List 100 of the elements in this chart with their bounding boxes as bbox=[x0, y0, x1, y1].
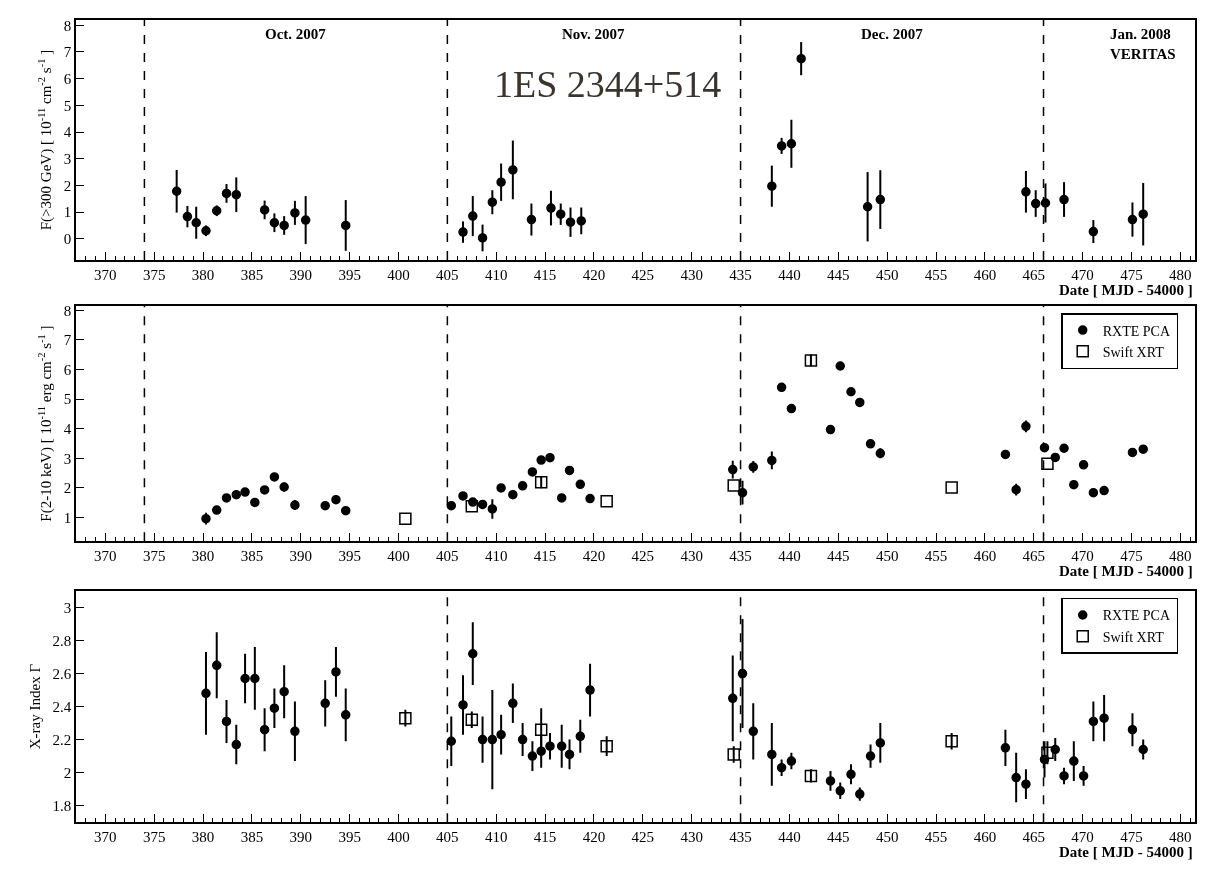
x-tick-label: 430 bbox=[680, 266, 703, 283]
x-tick-label: 410 bbox=[484, 828, 508, 845]
point bbox=[727, 748, 740, 761]
point bbox=[727, 464, 738, 475]
x-tick-label: 385 bbox=[240, 547, 264, 564]
point bbox=[446, 500, 457, 511]
point bbox=[1088, 487, 1099, 498]
point bbox=[465, 713, 479, 727]
x-tick-label: 380 bbox=[191, 547, 215, 564]
point bbox=[269, 218, 280, 228]
point bbox=[1011, 484, 1021, 495]
point bbox=[211, 660, 222, 671]
y-tick-label: 1 bbox=[63, 509, 72, 526]
point bbox=[776, 141, 787, 151]
x-tick-label: 420 bbox=[582, 547, 606, 564]
point bbox=[201, 688, 211, 699]
point bbox=[458, 491, 468, 501]
point bbox=[1078, 771, 1089, 781]
point bbox=[776, 762, 787, 773]
y-axis-title: X-ray Index Γ bbox=[27, 663, 44, 750]
point bbox=[340, 505, 351, 516]
point bbox=[191, 218, 201, 228]
point bbox=[300, 215, 311, 225]
y-tick-label: 8 bbox=[63, 17, 72, 34]
legend-label: RXTE PCA bbox=[1102, 323, 1171, 339]
point bbox=[240, 487, 250, 497]
point bbox=[585, 685, 595, 695]
x-tick-label: 480 bbox=[1169, 547, 1192, 564]
x-tick-label: 410 bbox=[484, 266, 508, 283]
x-tick-label: 395 bbox=[338, 266, 361, 283]
point bbox=[804, 354, 818, 367]
x-tick-label: 405 bbox=[436, 828, 459, 845]
point bbox=[496, 483, 506, 493]
x-tick-label: 460 bbox=[973, 828, 997, 845]
point bbox=[737, 487, 748, 498]
point bbox=[1099, 713, 1109, 723]
point bbox=[855, 397, 865, 408]
point bbox=[1021, 779, 1031, 789]
point bbox=[536, 455, 546, 465]
y-tick-label: 1 bbox=[63, 204, 72, 221]
point bbox=[545, 741, 555, 751]
legend-label: RXTE PCA bbox=[1102, 608, 1171, 624]
point bbox=[458, 227, 468, 237]
point bbox=[825, 776, 836, 786]
point bbox=[279, 220, 289, 231]
point bbox=[468, 211, 478, 221]
point bbox=[767, 181, 777, 191]
point bbox=[527, 751, 538, 761]
point bbox=[508, 698, 518, 709]
x-tick-label: 445 bbox=[827, 547, 850, 564]
x-tick-label: 470 bbox=[1071, 547, 1094, 564]
x-tick-label: 390 bbox=[289, 828, 313, 845]
point bbox=[767, 749, 777, 760]
x-tick-label: 445 bbox=[827, 266, 850, 283]
x-tick-label: 445 bbox=[827, 828, 850, 845]
point bbox=[1127, 214, 1138, 225]
x-tick-label: 395 bbox=[338, 547, 361, 564]
point bbox=[458, 700, 468, 710]
y-tick-label: 0 bbox=[63, 231, 72, 248]
point bbox=[468, 648, 478, 659]
x-tick-label: 465 bbox=[1022, 828, 1045, 845]
y-tick-label: 4 bbox=[63, 420, 72, 437]
point bbox=[1011, 772, 1021, 783]
point bbox=[786, 403, 797, 414]
x-tick-label: 370 bbox=[94, 266, 117, 283]
x-tick-label: 425 bbox=[631, 266, 655, 283]
x-tick-label: 470 bbox=[1071, 266, 1094, 283]
x-axis-title: Date [ MJD - 54000 ] bbox=[1059, 563, 1193, 579]
point bbox=[477, 499, 488, 510]
point bbox=[231, 739, 242, 750]
point bbox=[231, 489, 242, 500]
point bbox=[331, 494, 341, 505]
x-tick-label: 450 bbox=[875, 547, 899, 564]
point bbox=[279, 686, 289, 697]
point bbox=[240, 673, 250, 684]
point bbox=[259, 485, 270, 495]
x-tick-label: 435 bbox=[729, 266, 752, 283]
y-tick-label: 3 bbox=[63, 150, 72, 167]
x-tick-label: 430 bbox=[680, 828, 703, 845]
x-tick-label: 400 bbox=[387, 828, 410, 845]
y-tick-label: 2.8 bbox=[52, 632, 72, 649]
point bbox=[1099, 485, 1109, 496]
point bbox=[1138, 209, 1148, 219]
point bbox=[526, 214, 537, 225]
point bbox=[865, 751, 876, 761]
point bbox=[846, 387, 856, 397]
x-tick-label: 470 bbox=[1071, 828, 1094, 845]
point bbox=[1030, 198, 1041, 209]
point bbox=[875, 738, 886, 748]
point bbox=[835, 361, 845, 371]
point bbox=[171, 186, 182, 197]
point bbox=[727, 479, 740, 492]
x-tick-label: 440 bbox=[778, 828, 801, 845]
x-tick-label: 460 bbox=[973, 547, 997, 564]
point bbox=[221, 716, 232, 727]
point bbox=[269, 472, 280, 482]
point bbox=[1138, 744, 1148, 755]
x-tick-label: 380 bbox=[191, 828, 215, 845]
y-tick-label: 2 bbox=[63, 177, 72, 194]
point bbox=[487, 734, 498, 745]
